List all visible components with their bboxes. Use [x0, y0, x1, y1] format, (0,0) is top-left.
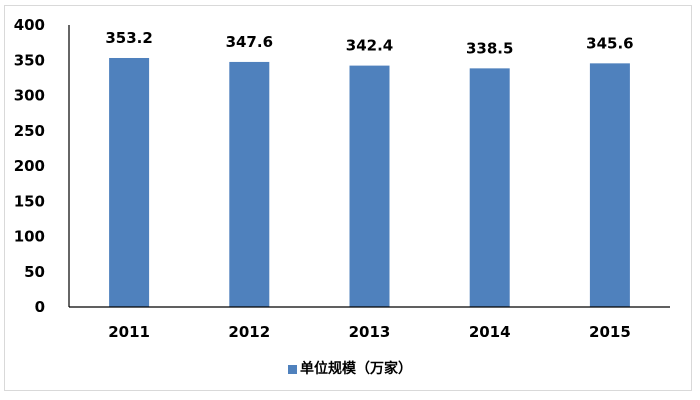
chart-frame [4, 5, 692, 391]
y-tick-label: 50 [24, 263, 45, 281]
bar-2013 [349, 65, 390, 307]
data-label: 345.6 [586, 34, 633, 52]
data-label: 338.5 [466, 39, 513, 57]
y-tick-label: 100 [14, 228, 45, 246]
y-tick-label: 300 [14, 87, 45, 105]
data-label: 342.4 [346, 37, 393, 55]
data-label: 347.6 [226, 33, 273, 51]
legend-swatch [288, 364, 297, 374]
legend: 单位规模（万家） [0, 358, 700, 378]
x-tick-label: 2015 [589, 323, 631, 341]
data-label: 353.2 [105, 29, 152, 47]
y-tick-label: 350 [14, 51, 45, 69]
y-tick-label: 250 [14, 122, 45, 140]
x-tick-label: 2014 [469, 323, 511, 341]
legend-label: 单位规模（万家） [300, 361, 412, 377]
x-tick-label: 2011 [108, 323, 150, 341]
bar-2015 [589, 63, 630, 307]
y-tick-label: 400 [14, 16, 45, 34]
bar-2012 [229, 61, 270, 307]
y-tick-label: 150 [14, 192, 45, 210]
bar-2011 [109, 57, 150, 307]
bar-2014 [469, 68, 510, 307]
x-tick-label: 2012 [228, 323, 270, 341]
x-tick-label: 2013 [349, 323, 391, 341]
y-tick-label: 200 [14, 157, 45, 175]
y-tick-label: 0 [35, 298, 45, 316]
